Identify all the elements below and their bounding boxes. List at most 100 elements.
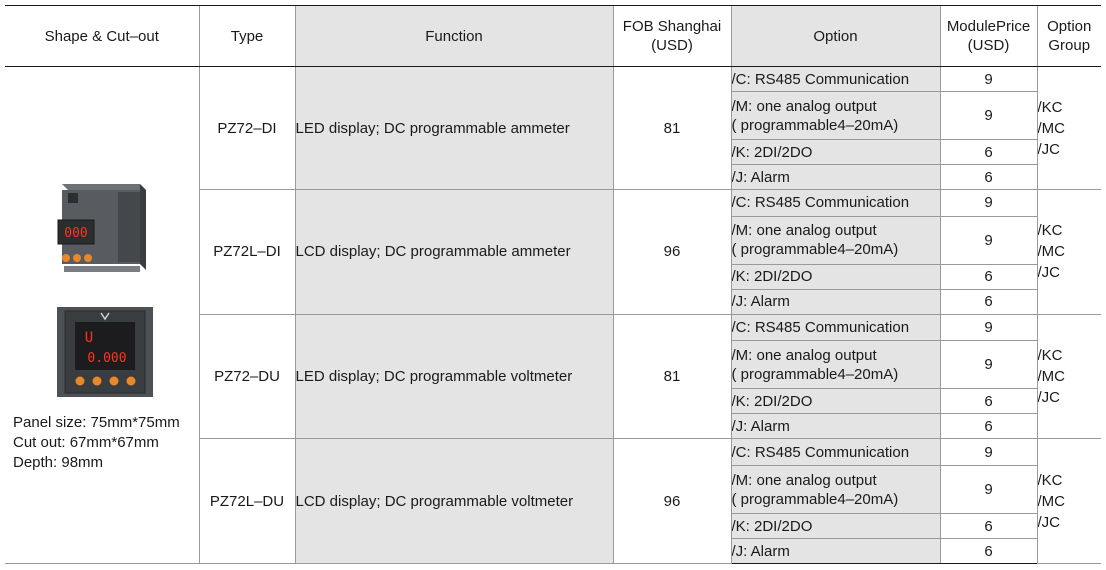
module-price: 6 [939,388,1038,415]
fob-price: 96 [612,189,732,315]
option-cell: /K: 2DI/2DO [730,513,941,539]
module-price: 9 [939,189,1038,217]
option-group: /KC/MC/JC [1036,438,1101,564]
option-line: /M: one analog output [731,346,877,364]
option-group: /KC/MC/JC [1036,66,1101,190]
option-cell: /K: 2DI/2DO [730,263,941,290]
panel-size-text: Panel size: 75mm*75mm [13,414,180,431]
option-group-code: /JC [1037,264,1060,282]
module-price: 6 [939,164,1038,190]
option-cell: /C: RS485 Communication [730,438,941,466]
table-row: PZ72L–DU LCD display; DC programmable vol… [5,438,1101,564]
table-row: /M: one analog output( programmable4–20m… [5,215,1101,265]
module-price: 9 [939,438,1038,466]
option-line: /K: 2DI/2DO [731,517,813,535]
module-price: 9 [939,215,1038,265]
option-cell: /K: 2DI/2DO [730,388,941,415]
option-line: /K: 2DI/2DO [731,268,813,286]
table-row: /J: Alarm 6 [5,288,1101,315]
module-price: 6 [939,513,1038,539]
option-line: /C: RS485 Communication [731,70,910,88]
option-line: ( programmable4–20mA) [731,490,899,508]
option-line: /M: one analog output [731,222,877,240]
table-row: /M: one analog output( programmable4–20m… [5,91,1101,140]
option-cell: /M: one analog output( programmable4–20m… [730,340,941,390]
brand-logo-icon [100,312,110,321]
cut-out-text: Cut out: 67mm*67mm [13,434,159,451]
option-cell: /K: 2DI/2DO [730,139,941,165]
device-photo-front: U 0.000 [57,307,153,397]
shape-cell: 000 U 0.000 [5,66,200,564]
fob-price: 81 [612,66,732,190]
module-price: 6 [939,413,1038,440]
option-cell: /J: Alarm [730,413,941,440]
product-function: LED display; DC programmable voltmeter [294,313,614,440]
option-line: /C: RS485 Communication [731,443,910,461]
option-line: /J: Alarm [731,542,790,560]
table-body: 000 U 0.000 [5,66,1101,564]
option-cell: /J: Alarm [730,538,941,564]
module-price: 9 [939,340,1038,390]
device2-unit-readout: U [85,330,93,346]
option-group-code: /KC [1037,346,1063,364]
option-line: /J: Alarm [731,417,790,435]
product-function: LED display; DC programmable ammeter [294,66,614,190]
option-line: /C: RS485 Communication [731,194,910,212]
module-price: 6 [939,288,1038,315]
table-row: /M: one analog output( programmable4–20m… [5,465,1101,514]
product-type: PZ72–DI [198,66,296,190]
option-line: ( programmable4–20mA) [731,365,899,383]
option-group-code: /MC [1037,367,1065,385]
product-function: LCD display; DC programmable voltmeter [294,438,614,564]
product-price-table: Shape & Cut–out Type Function FOB Shangh… [5,5,1101,564]
module-price: 9 [939,465,1038,514]
option-group-code: /KC [1037,222,1063,240]
module-price: 9 [939,66,1038,92]
device2-value-readout: 0.000 [87,351,126,366]
header-shape: Shape & Cut–out [5,5,199,67]
option-group: /KC/MC/JC [1036,313,1101,440]
header-option: Option [730,5,940,67]
module-price: 6 [939,538,1038,564]
product-type: PZ72L–DU [198,438,296,564]
option-cell: /J: Alarm [730,164,941,190]
option-group-code: /JC [1037,140,1060,158]
option-line: /M: one analog output [731,471,877,489]
header-option-group: Option Group [1036,5,1101,67]
depth-text: Depth: 98mm [13,454,104,471]
option-group-code: /JC [1037,388,1060,406]
table-row: /K: 2DI/2DO 6 [5,513,1101,539]
table-row: /K: 2DI/2DO 6 [5,388,1101,415]
option-cell: /M: one analog output( programmable4–20m… [730,91,941,140]
table-row: /J: Alarm 6 [5,413,1101,440]
shape-dimensions: Panel size: 75mm*75mm Cut out: 67mm*67mm… [13,413,180,473]
header-fob: FOB Shanghai (USD) [612,5,731,67]
option-line: /J: Alarm [731,293,790,311]
header-module-price: ModulePrice (USD) [939,5,1037,67]
option-line: /K: 2DI/2DO [731,143,813,161]
option-group-code: /MC [1037,119,1065,137]
fob-price: 81 [612,313,732,440]
table-row: /M: one analog output( programmable4–20m… [5,340,1101,390]
device-photo-side: 000 [57,184,146,272]
table-row: 000 U 0.000 [5,66,1101,564]
table-row: /J: Alarm 6 [5,164,1101,190]
fob-price: 96 [612,438,732,564]
product-type: PZ72–DU [198,313,296,440]
module-price: 9 [939,91,1038,140]
product-type: PZ72L–DI [198,189,296,315]
option-group-code: /MC [1037,243,1065,261]
header-type: Type [198,5,295,67]
option-group-code: /MC [1037,492,1065,510]
option-group-code: /KC [1037,98,1063,116]
option-group: /KC/MC/JC [1036,189,1101,315]
option-group-code: /JC [1037,513,1060,531]
option-line: /M: one analog output [731,97,877,115]
header-function: Function [294,5,613,67]
table-row: /J: Alarm 6 [5,538,1101,564]
option-cell: /C: RS485 Communication [730,66,941,92]
option-line: ( programmable4–20mA) [731,116,899,134]
header-row: Shape & Cut–out Type Function FOB Shangh… [5,5,1101,67]
module-price: 9 [939,313,1038,342]
option-line: /J: Alarm [731,168,790,186]
